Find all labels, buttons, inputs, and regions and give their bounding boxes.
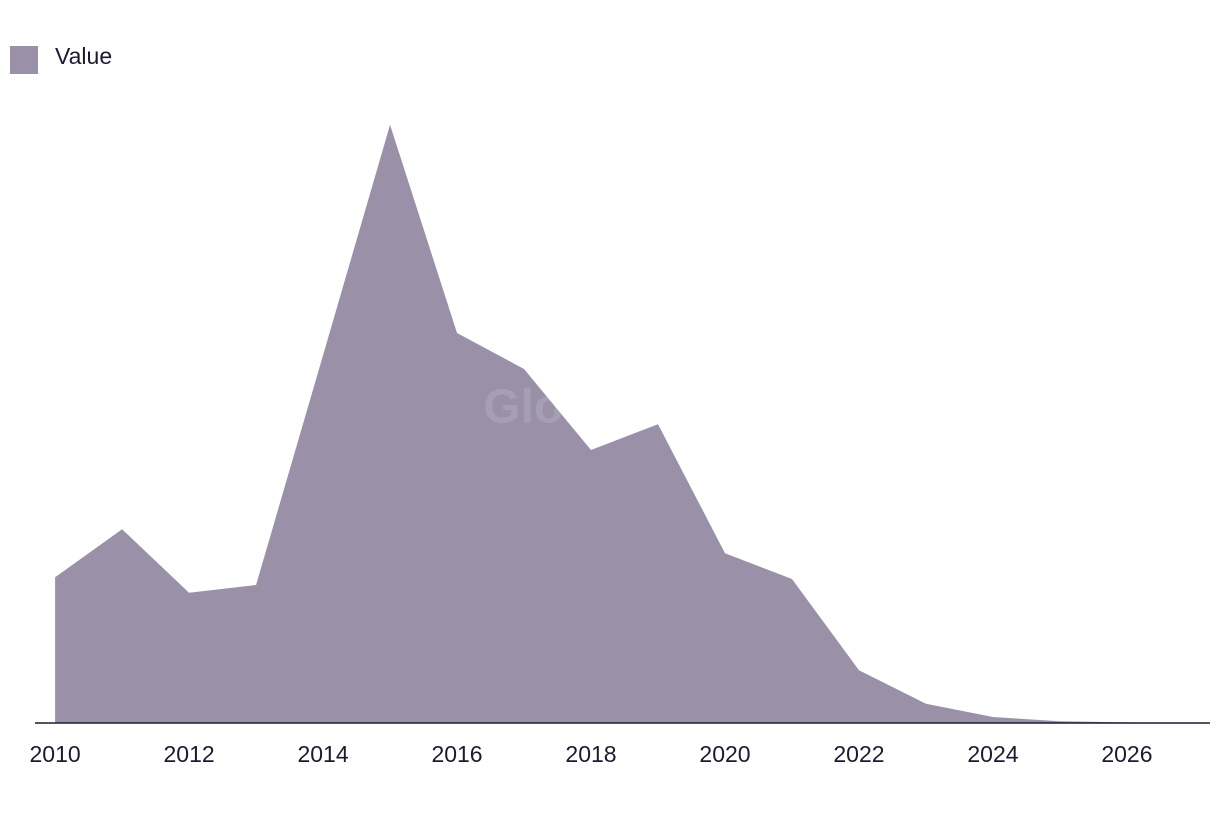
- x-tick-label: 2020: [699, 741, 750, 767]
- area: [55, 124, 1194, 724]
- x-tick-label: 2010: [30, 741, 81, 767]
- legend-swatch: [10, 46, 38, 74]
- x-tick-label: 2022: [833, 741, 884, 767]
- x-tick-label: 2016: [431, 741, 482, 767]
- watermark: GlobalData: [483, 381, 737, 434]
- x-tick-label: 2014: [297, 741, 348, 767]
- legend-label: Value: [55, 43, 112, 69]
- x-tick-label: 2018: [565, 741, 616, 767]
- x-tick-label: 2024: [967, 741, 1018, 767]
- x-tick-label: 2012: [163, 741, 214, 767]
- x-tick-label: 2026: [1101, 741, 1152, 767]
